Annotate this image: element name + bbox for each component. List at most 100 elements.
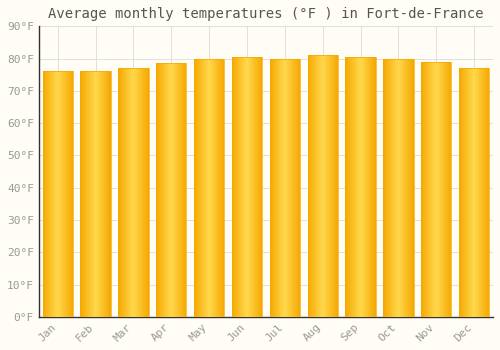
Bar: [61, 71, 62, 317]
Bar: [385, 58, 386, 317]
Bar: [460, 68, 462, 317]
Bar: [275, 58, 276, 317]
Bar: [403, 58, 404, 317]
Bar: [200, 58, 201, 317]
Bar: [270, 58, 300, 317]
Bar: [319, 55, 320, 317]
Bar: [360, 57, 362, 317]
Bar: [410, 58, 412, 317]
Bar: [137, 68, 138, 317]
Bar: [276, 58, 278, 317]
Bar: [179, 63, 180, 317]
Bar: [70, 71, 72, 317]
Bar: [320, 55, 321, 317]
Bar: [174, 63, 175, 317]
Bar: [405, 58, 406, 317]
Bar: [331, 55, 332, 317]
Bar: [470, 68, 471, 317]
Bar: [123, 68, 124, 317]
Bar: [337, 55, 338, 317]
Bar: [321, 55, 322, 317]
Bar: [308, 55, 309, 317]
Bar: [487, 68, 488, 317]
Bar: [176, 63, 178, 317]
Bar: [483, 68, 484, 317]
Bar: [240, 57, 241, 317]
Bar: [50, 71, 51, 317]
Bar: [126, 68, 128, 317]
Bar: [272, 58, 274, 317]
Bar: [202, 58, 203, 317]
Bar: [388, 58, 390, 317]
Bar: [368, 57, 369, 317]
Bar: [156, 63, 157, 317]
Bar: [427, 62, 428, 317]
Bar: [352, 57, 353, 317]
Bar: [428, 62, 430, 317]
Bar: [194, 58, 224, 317]
Bar: [290, 58, 291, 317]
Bar: [480, 68, 481, 317]
Bar: [384, 58, 385, 317]
Bar: [46, 71, 47, 317]
Bar: [136, 68, 137, 317]
Bar: [172, 63, 173, 317]
Bar: [356, 57, 357, 317]
Bar: [284, 58, 285, 317]
Bar: [195, 58, 196, 317]
Bar: [246, 57, 247, 317]
Bar: [250, 57, 251, 317]
Bar: [459, 68, 460, 317]
Bar: [144, 68, 145, 317]
Bar: [369, 57, 370, 317]
Bar: [251, 57, 252, 317]
Bar: [384, 58, 414, 317]
Bar: [163, 63, 164, 317]
Bar: [95, 71, 96, 317]
Bar: [140, 68, 141, 317]
Bar: [45, 71, 46, 317]
Bar: [432, 62, 433, 317]
Bar: [57, 71, 58, 317]
Bar: [215, 58, 216, 317]
Bar: [81, 71, 82, 317]
Bar: [285, 58, 286, 317]
Bar: [86, 71, 88, 317]
Bar: [222, 58, 223, 317]
Bar: [72, 71, 73, 317]
Bar: [431, 62, 432, 317]
Bar: [346, 57, 347, 317]
Bar: [279, 58, 280, 317]
Bar: [125, 68, 126, 317]
Bar: [424, 62, 425, 317]
Bar: [182, 63, 184, 317]
Bar: [96, 71, 97, 317]
Bar: [371, 57, 372, 317]
Bar: [459, 68, 490, 317]
Bar: [102, 71, 103, 317]
Bar: [218, 58, 219, 317]
Bar: [447, 62, 448, 317]
Bar: [292, 58, 293, 317]
Bar: [336, 55, 337, 317]
Bar: [103, 71, 104, 317]
Bar: [124, 68, 125, 317]
Bar: [444, 62, 446, 317]
Bar: [392, 58, 393, 317]
Bar: [196, 58, 197, 317]
Bar: [387, 58, 388, 317]
Bar: [212, 58, 213, 317]
Bar: [448, 62, 449, 317]
Bar: [63, 71, 64, 317]
Bar: [422, 62, 424, 317]
Bar: [464, 68, 465, 317]
Bar: [433, 62, 434, 317]
Bar: [89, 71, 90, 317]
Bar: [408, 58, 409, 317]
Bar: [178, 63, 179, 317]
Bar: [214, 58, 215, 317]
Bar: [198, 58, 200, 317]
Bar: [44, 71, 45, 317]
Bar: [375, 57, 376, 317]
Bar: [254, 57, 256, 317]
